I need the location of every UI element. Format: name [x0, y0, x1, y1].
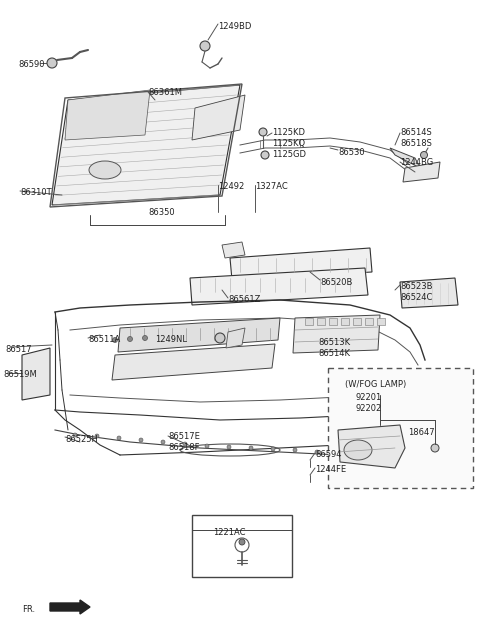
Circle shape: [73, 433, 77, 437]
Circle shape: [261, 151, 269, 159]
Circle shape: [227, 445, 231, 449]
Text: 86514K: 86514K: [318, 349, 350, 358]
Ellipse shape: [215, 333, 225, 343]
Text: 86511A: 86511A: [88, 335, 120, 344]
Circle shape: [249, 446, 253, 450]
FancyBboxPatch shape: [192, 515, 292, 577]
Text: (W/FOG LAMP): (W/FOG LAMP): [345, 380, 406, 389]
Circle shape: [161, 440, 165, 444]
Text: 86594: 86594: [315, 450, 341, 459]
Text: 86517: 86517: [5, 345, 32, 354]
Text: 1244BG: 1244BG: [400, 158, 433, 167]
Polygon shape: [341, 318, 349, 325]
Polygon shape: [112, 344, 275, 380]
Circle shape: [139, 438, 143, 442]
Text: 1221AC: 1221AC: [213, 528, 245, 537]
Polygon shape: [52, 85, 240, 205]
Circle shape: [117, 436, 121, 440]
Text: 86310T: 86310T: [20, 188, 52, 197]
Polygon shape: [338, 425, 405, 468]
Text: 86517E: 86517E: [168, 432, 200, 441]
Text: 86514S: 86514S: [400, 128, 432, 137]
Ellipse shape: [344, 440, 372, 460]
Polygon shape: [226, 328, 245, 348]
Circle shape: [381, 456, 385, 460]
Text: 86519M: 86519M: [3, 370, 37, 379]
Circle shape: [271, 447, 275, 451]
Polygon shape: [305, 318, 313, 325]
Circle shape: [128, 336, 132, 341]
Circle shape: [112, 338, 118, 343]
Polygon shape: [377, 318, 385, 325]
Text: 1249NL: 1249NL: [155, 335, 187, 344]
Text: 86523B: 86523B: [400, 282, 432, 291]
Text: 86525H: 86525H: [65, 435, 98, 444]
Text: 92201: 92201: [355, 393, 381, 402]
Text: 1125GD: 1125GD: [272, 150, 306, 159]
Text: 1244FE: 1244FE: [315, 465, 346, 474]
Text: 86518F: 86518F: [168, 443, 200, 452]
Polygon shape: [293, 315, 380, 353]
Text: 12492: 12492: [218, 182, 244, 191]
Polygon shape: [390, 148, 420, 168]
Circle shape: [359, 453, 363, 457]
FancyBboxPatch shape: [328, 368, 473, 488]
Polygon shape: [329, 318, 337, 325]
Polygon shape: [353, 318, 361, 325]
Circle shape: [47, 58, 57, 68]
Circle shape: [315, 450, 319, 454]
Circle shape: [143, 336, 147, 341]
Text: 1327AC: 1327AC: [255, 182, 288, 191]
Polygon shape: [400, 278, 458, 308]
Polygon shape: [365, 318, 373, 325]
Circle shape: [366, 463, 374, 471]
Ellipse shape: [89, 161, 121, 179]
Polygon shape: [190, 268, 368, 305]
Text: 86530: 86530: [338, 148, 365, 157]
Text: 86561Z: 86561Z: [228, 295, 260, 304]
Circle shape: [403, 458, 407, 462]
Circle shape: [420, 152, 428, 159]
Text: 92202: 92202: [355, 404, 381, 413]
Text: 86361M: 86361M: [148, 88, 182, 97]
Text: 86590: 86590: [18, 60, 45, 69]
Circle shape: [259, 128, 267, 136]
Polygon shape: [317, 318, 325, 325]
Polygon shape: [403, 162, 440, 182]
Text: 86520B: 86520B: [320, 278, 352, 287]
Text: 1125KD: 1125KD: [272, 128, 305, 137]
Circle shape: [183, 442, 187, 446]
Polygon shape: [118, 318, 280, 352]
Circle shape: [431, 444, 439, 452]
Text: 1249BD: 1249BD: [218, 22, 252, 31]
Circle shape: [367, 479, 373, 485]
Polygon shape: [230, 248, 372, 280]
Circle shape: [239, 539, 245, 545]
Polygon shape: [65, 90, 150, 140]
FancyArrow shape: [50, 600, 90, 614]
Text: 86513K: 86513K: [318, 338, 350, 347]
Polygon shape: [222, 242, 245, 258]
Text: 18647: 18647: [408, 428, 434, 437]
Text: 1125KQ: 1125KQ: [272, 139, 305, 148]
Polygon shape: [192, 95, 245, 140]
Text: 86524C: 86524C: [400, 293, 432, 302]
Text: 86350: 86350: [148, 208, 175, 217]
Circle shape: [293, 448, 297, 452]
Circle shape: [200, 41, 210, 51]
Circle shape: [337, 451, 341, 455]
Text: 86518S: 86518S: [400, 139, 432, 148]
Polygon shape: [22, 348, 50, 400]
Polygon shape: [385, 448, 418, 475]
Text: FR.: FR.: [22, 605, 35, 614]
Circle shape: [95, 434, 99, 438]
Circle shape: [205, 444, 209, 448]
